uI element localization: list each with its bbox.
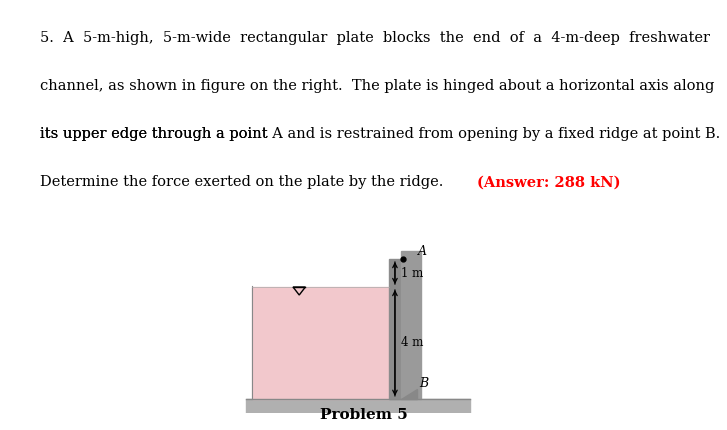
Text: 4 m: 4 m: [401, 336, 423, 350]
Text: B: B: [419, 377, 428, 390]
Bar: [252, 287, 389, 399]
Text: Determine the force exerted on the plate by the ridge.: Determine the force exerted on the plate…: [40, 175, 453, 190]
Bar: [246, 399, 470, 413]
Text: channel, as shown in figure on the right.  The plate is hinged about a horizonta: channel, as shown in figure on the right…: [40, 79, 715, 93]
Text: its upper edge through a point A and is restrained from opening by a fixed ridge: its upper edge through a point A and is …: [40, 127, 720, 141]
Text: 5.  A  5-m-high,  5-m-wide  rectangular  plate  blocks  the  end  of  a  4-m-dee: 5. A 5-m-high, 5-m-wide rectangular plat…: [40, 31, 710, 45]
Bar: [401, 251, 421, 399]
Text: (Answer: 288 kN): (Answer: 288 kN): [478, 175, 621, 190]
Polygon shape: [401, 389, 417, 399]
Bar: [389, 259, 401, 399]
Text: 1 m: 1 m: [401, 267, 423, 280]
Text: Problem 5: Problem 5: [320, 408, 407, 422]
Text: A: A: [418, 245, 427, 258]
Text: its upper edge through a point   and is restrained from opening by a fixed ridge: its upper edge through a point and is re…: [40, 127, 708, 141]
Text: its upper edge through a point: its upper edge through a point: [40, 127, 272, 141]
